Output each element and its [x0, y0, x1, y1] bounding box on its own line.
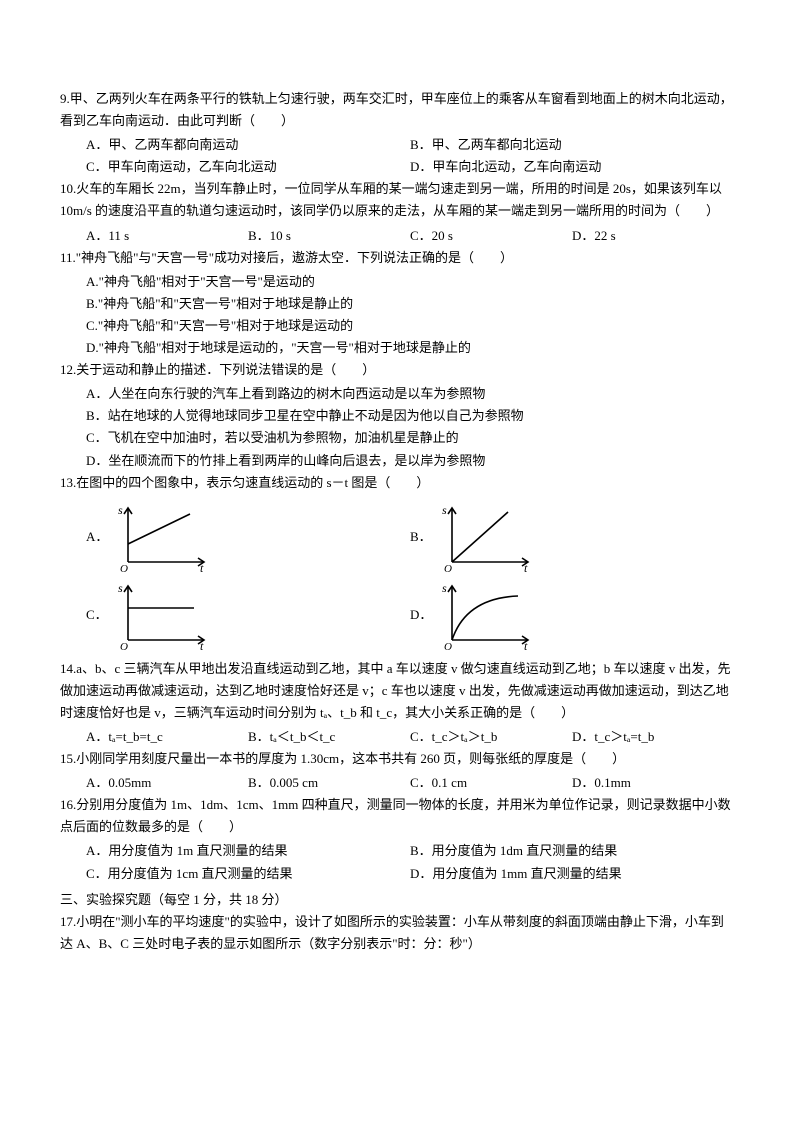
q9-opt-a: A．甲、乙两车都向南运动 [86, 134, 410, 156]
q13-graph-a: s t O [112, 502, 212, 572]
q13-row2: C． s t O D． s t O [60, 580, 734, 650]
q16-opt-b: B．用分度值为 1dm 直尺测量的结果 [410, 840, 734, 862]
q13-graph-c: s t O [112, 580, 212, 650]
q13-graph-b: s t O [436, 502, 536, 572]
q9-options: A．甲、乙两车都向南运动 B．甲、乙两车都向北运动 C．甲车向南运动，乙车向北运… [60, 134, 734, 178]
q12-opt-d: D．坐在顺流而下的竹排上看到两岸的山峰向后退去，是以岸为参照物 [86, 450, 734, 472]
q15-opt-c: C．0.1 cm [410, 772, 572, 794]
q15-opt-b: B．0.005 cm [248, 772, 410, 794]
q10-opt-a: A．11 s [86, 225, 248, 247]
svg-text:O: O [444, 641, 452, 650]
q14-options: A．tₐ=t_b=t_c B．tₐ＜t_b＜t_c C．t_c＞tₐ＞t_b D… [60, 726, 734, 748]
svg-text:s: s [118, 503, 123, 517]
q12-options: A．人坐在向东行驶的汽车上看到路边的树木向西运动是以车为参照物 B．站在地球的人… [60, 383, 734, 471]
svg-text:s: s [442, 503, 447, 517]
section-3-heading: 三、实验探究题（每空 1 分，共 18 分） [60, 889, 734, 911]
q12-opt-c: C．飞机在空中加油时，若以受油机为参照物，加油机星是静止的 [86, 427, 734, 449]
q15-opt-d: D．0.1mm [572, 772, 734, 794]
svg-text:O: O [120, 641, 128, 650]
q16-options: A．用分度值为 1m 直尺测量的结果 B．用分度值为 1dm 直尺测量的结果 C… [60, 840, 734, 884]
q14-stem: 14.a、b、c 三辆汽车从甲地出发沿直线运动到乙地，其中 a 车以速度 v 做… [60, 658, 734, 724]
q14-opt-d: D．t_c＞tₐ=t_b [572, 726, 734, 748]
q11-opt-c: C."神舟飞船"和"天宫一号"相对于地球是运动的 [86, 315, 734, 337]
svg-text:s: s [118, 581, 123, 595]
q16-stem: 16.分别用分度值为 1m、1dm、1cm、1mm 四种直尺，测量同一物体的长度… [60, 794, 734, 838]
q10-stem: 10.火车的车厢长 22m，当列车静止时，一位同学从车厢的某一端匀速走到另一端，… [60, 178, 734, 222]
q9-opt-c: C．甲车向南运动，乙车向北运动 [86, 156, 410, 178]
q9-opt-b: B．甲、乙两车都向北运动 [410, 134, 734, 156]
q13-graph-d: s t O [436, 580, 536, 650]
q12-opt-b: B．站在地球的人觉得地球同步卫星在空中静止不动是因为他以自己为参照物 [86, 405, 734, 427]
q9-opt-d: D．甲车向北运动，乙车向南运动 [410, 156, 734, 178]
q14-opt-c: C．t_c＞tₐ＞t_b [410, 726, 572, 748]
q10-opt-b: B．10 s [248, 225, 410, 247]
q11-stem: 11."神舟飞船"与"天宫一号"成功对接后，遨游太空．下列说法正确的是（ ） [60, 247, 734, 269]
q11-options: A."神舟飞船"相对于"天宫一号"是运动的 B."神舟飞船"和"天宫一号"相对于… [60, 271, 734, 359]
q10-opt-c: C．20 s [410, 225, 572, 247]
q14-opt-b: B．tₐ＜t_b＜t_c [248, 726, 410, 748]
q16-opt-d: D．用分度值为 1mm 直尺测量的结果 [410, 863, 734, 885]
q13-label-b: B． [410, 526, 436, 548]
q13-label-c: C． [86, 604, 112, 626]
q12-stem: 12.关于运动和静止的描述．下列说法错误的是（ ） [60, 359, 734, 381]
q12-opt-a: A．人坐在向东行驶的汽车上看到路边的树木向西运动是以车为参照物 [86, 383, 734, 405]
q11-opt-d: D."神舟飞船"相对于地球是运动的，"天宫一号"相对于地球是静止的 [86, 337, 734, 359]
q13-row1: A． s t O B． s t O [60, 502, 734, 572]
q11-opt-a: A."神舟飞船"相对于"天宫一号"是运动的 [86, 271, 734, 293]
q10-options: A．11 s B．10 s C．20 s D．22 s [60, 225, 734, 247]
q15-stem: 15.小刚同学用刻度尺量出一本书的厚度为 1.30cm，这本书共有 260 页，… [60, 748, 734, 770]
q15-options: A．0.05mm B．0.005 cm C．0.1 cm D．0.1mm [60, 772, 734, 794]
svg-text:O: O [444, 563, 452, 572]
q15-opt-a: A．0.05mm [86, 772, 248, 794]
q13-label-d: D． [410, 604, 436, 626]
q17-stem: 17.小明在"测小车的平均速度"的实验中，设计了如图所示的实验装置：小车从带刻度… [60, 911, 734, 955]
q13-stem: 13.在图中的四个图象中，表示匀速直线运动的 s－t 图是（ ） [60, 472, 734, 494]
q10-opt-d: D．22 s [572, 225, 734, 247]
svg-text:s: s [442, 581, 447, 595]
svg-text:O: O [120, 563, 128, 572]
q16-opt-a: A．用分度值为 1m 直尺测量的结果 [86, 840, 410, 862]
q13-label-a: A． [86, 526, 112, 548]
q14-opt-a: A．tₐ=t_b=t_c [86, 726, 248, 748]
q9-stem: 9.甲、乙两列火车在两条平行的铁轨上匀速行驶，两车交汇时，甲车座位上的乘客从车窗… [60, 88, 734, 132]
q16-opt-c: C．用分度值为 1cm 直尺测量的结果 [86, 863, 410, 885]
q11-opt-b: B."神舟飞船"和"天宫一号"相对于地球是静止的 [86, 293, 734, 315]
